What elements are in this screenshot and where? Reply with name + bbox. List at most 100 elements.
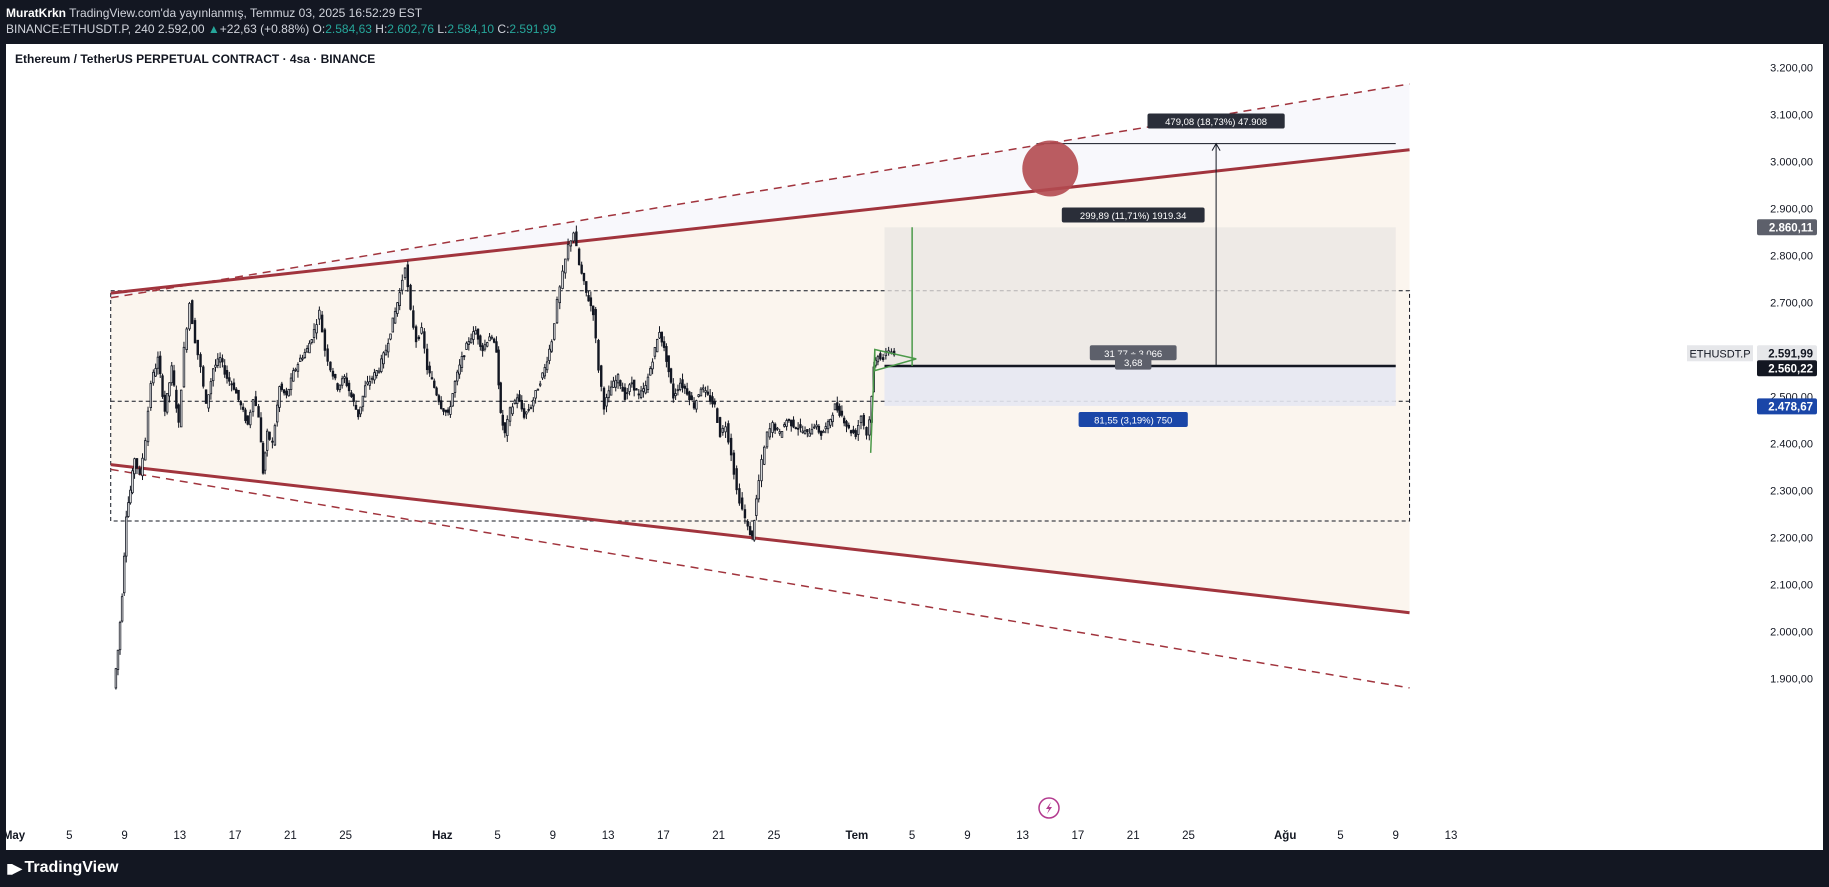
price-label-bg	[1757, 219, 1817, 236]
candle	[600, 364, 603, 392]
candle	[305, 345, 309, 353]
candle-body	[241, 406, 245, 410]
candle-body	[708, 395, 712, 402]
candle	[635, 388, 638, 391]
candle-body	[204, 389, 208, 404]
candle	[359, 406, 362, 418]
chart-svg[interactable]: 479,08 (18,73%) 47.908 299,89 (11,71%) 19…	[6, 44, 1823, 850]
candle-body	[548, 348, 551, 362]
tradingview-logo[interactable]: ▮▶ TradingView	[6, 859, 118, 877]
candle-body	[202, 366, 205, 387]
candle-body	[453, 380, 457, 393]
candle	[522, 403, 526, 420]
candle	[289, 373, 293, 396]
measure-label-bg	[1089, 345, 1177, 361]
close-label: C:	[497, 22, 510, 36]
candle	[444, 409, 447, 417]
candle	[188, 301, 191, 331]
candle	[738, 483, 741, 506]
candle-body	[681, 379, 684, 388]
candle	[138, 465, 141, 476]
candle	[644, 380, 647, 395]
candle-body	[695, 400, 698, 410]
candle	[718, 416, 722, 438]
candle	[116, 649, 120, 676]
candle-body	[292, 370, 295, 382]
candle	[836, 396, 839, 413]
x-tick-label: 21	[1127, 830, 1140, 842]
candle	[555, 296, 559, 324]
candle	[377, 367, 381, 374]
candle-body	[486, 342, 489, 347]
candle	[401, 274, 404, 295]
candle	[587, 290, 590, 302]
candle	[577, 247, 581, 266]
x-tick-label: 13	[173, 830, 186, 842]
y-tick-label: 1.900,00	[1770, 674, 1813, 686]
y-tick-label: 2.200,00	[1770, 533, 1813, 545]
candle	[225, 365, 229, 384]
candle-body	[488, 336, 491, 342]
candle-body	[658, 331, 661, 339]
y-tick-label: 2.100,00	[1770, 580, 1813, 592]
candle-body	[156, 356, 160, 369]
candle	[465, 341, 468, 350]
candle-body	[299, 357, 302, 362]
candle	[303, 348, 307, 359]
lightning-icon[interactable]	[1038, 797, 1060, 819]
candle-body	[529, 407, 533, 409]
candle-body	[352, 394, 355, 402]
candle-body	[626, 392, 629, 395]
candle-body	[819, 430, 823, 436]
candle-body	[580, 264, 583, 274]
candle-body	[591, 305, 595, 316]
candle-body	[467, 341, 471, 345]
candle	[626, 387, 629, 400]
candle-body	[393, 311, 397, 324]
candle	[179, 389, 183, 428]
candle-body	[555, 299, 559, 324]
candle	[865, 426, 868, 440]
candle	[585, 281, 588, 297]
measure-arrow-head	[1211, 142, 1221, 151]
candle-body	[398, 292, 401, 306]
candle-body	[635, 388, 638, 391]
candle-body	[506, 419, 509, 436]
candle	[409, 283, 412, 311]
candle-body	[254, 396, 258, 406]
candle-body	[209, 381, 213, 395]
x-tick-label: 9	[1393, 830, 1399, 842]
measure-label-bg	[1115, 354, 1152, 370]
candle-body	[368, 381, 372, 386]
candle	[384, 344, 388, 356]
measure-label: 81,55 (3,19%) 750	[1078, 412, 1188, 427]
candle	[149, 380, 152, 411]
author-name[interactable]: MuratKrkn	[6, 6, 67, 20]
candle-body	[193, 320, 197, 344]
candle	[244, 407, 247, 424]
candle	[299, 354, 302, 362]
candle	[423, 328, 426, 354]
candle	[792, 416, 795, 429]
candle	[763, 445, 766, 466]
chart-area[interactable]: 479,08 (18,73%) 47.908 299,89 (11,71%) 19…	[6, 44, 1823, 850]
candle	[840, 405, 844, 418]
candle	[545, 356, 549, 373]
y-tick-label: 2.700,00	[1770, 298, 1813, 310]
candle-body	[168, 382, 171, 397]
candle	[163, 390, 167, 417]
candle	[612, 376, 615, 388]
candle-body	[265, 430, 269, 451]
measure-label: 479,08 (18,73%) 47.908	[1147, 113, 1285, 129]
candle	[672, 378, 675, 403]
measure-label-text: 81,55 (3,19%) 750	[1094, 416, 1172, 427]
pennant-pole	[869, 349, 876, 453]
candle-body	[435, 387, 438, 396]
candle	[783, 422, 786, 428]
candle	[185, 327, 188, 353]
candle	[414, 324, 418, 348]
candle-body	[637, 393, 640, 396]
candle-body	[780, 431, 784, 438]
candle-body	[716, 408, 719, 423]
candle-body	[746, 521, 749, 527]
